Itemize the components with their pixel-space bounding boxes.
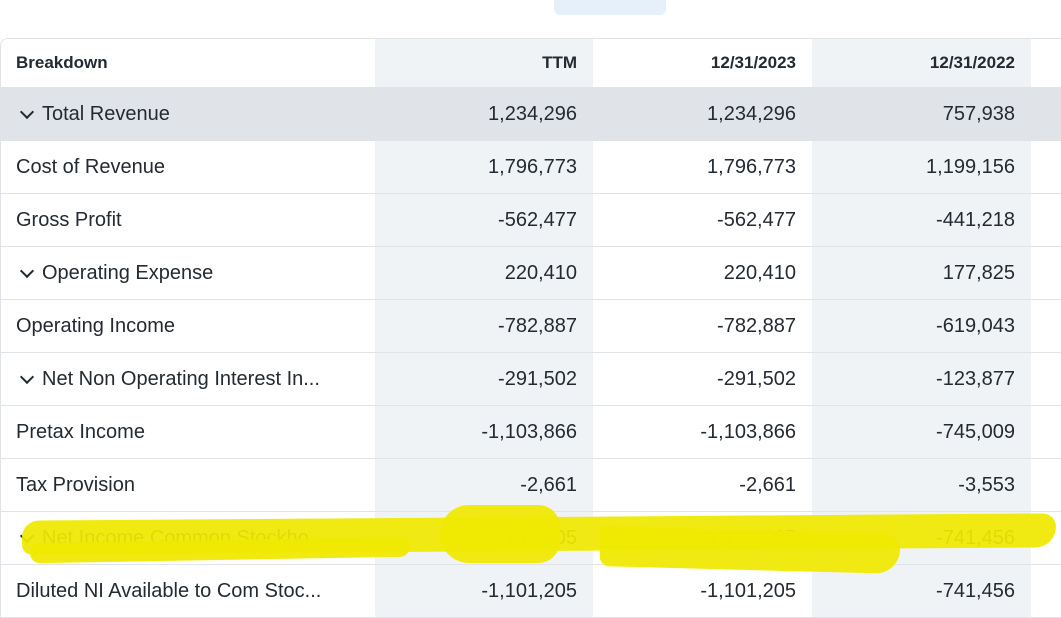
value-cell-ttm: -1,103,866 <box>375 405 593 459</box>
row-label: Tax Provision <box>16 473 135 496</box>
row-spacer-cell <box>1031 87 1061 141</box>
row-spacer-cell <box>1031 193 1061 247</box>
row-label: Operating Income <box>16 314 175 337</box>
value-cell-2023: -291,502 <box>593 352 812 406</box>
row-spacer-cell <box>1031 564 1061 618</box>
value-cell-2023: -2,661 <box>593 458 812 512</box>
row-label: Diluted NI Available to Com Stoc... <box>16 579 322 602</box>
row-label: Pretax Income <box>16 420 145 443</box>
value-cell-2023: 1,234,296 <box>593 87 812 141</box>
value-cell-ttm: 1,234,296 <box>375 87 593 141</box>
value-cell-2022: -741,456 <box>812 511 1031 565</box>
value-cell-2022: -741,456 <box>812 564 1031 618</box>
chevron-down-icon[interactable] <box>19 369 35 384</box>
table-row: Cost of Revenue 1,796,773 1,796,773 1,199,1… <box>1 140 1061 194</box>
row-spacer-cell <box>1031 352 1061 406</box>
value-cell-ttm: -2,661 <box>375 458 593 512</box>
row-label: Net Income Common Stockho... <box>42 526 326 549</box>
table-row[interactable]: Net Income Common Stockho... -1,101,205 -1… <box>1 511 1061 565</box>
value-cell-ttm: 1,796,773 <box>375 140 593 194</box>
row-spacer-cell <box>1031 511 1061 565</box>
value-cell-2023: -1,101,205 <box>593 511 812 565</box>
chevron-down-icon[interactable] <box>19 104 35 119</box>
column-header-2023: 12/31/2023 <box>593 39 812 88</box>
row-label-cell[interactable]: Total Revenue <box>1 87 375 141</box>
income-statement-table: Breakdown TTM 12/31/2023 12/31/2022 Tota… <box>1 39 1061 618</box>
value-cell-2022: -441,218 <box>812 193 1031 247</box>
value-cell-2023: 1,796,773 <box>593 140 812 194</box>
table-row: Gross Profit -562,477 -562,477 -441,218 <box>1 193 1061 247</box>
value-cell-2022: -123,877 <box>812 352 1031 406</box>
column-header-breakdown: Breakdown <box>1 39 375 88</box>
row-label: Total Revenue <box>42 102 170 125</box>
value-cell-2022: 757,938 <box>812 87 1031 141</box>
top-toolbar <box>0 0 1061 38</box>
value-cell-2022: -745,009 <box>812 405 1031 459</box>
column-header-ttm: TTM <box>375 39 593 88</box>
value-cell-ttm: 220,410 <box>375 246 593 300</box>
table-row: Pretax Income -1,103,866 -1,103,866 -745,00… <box>1 405 1061 459</box>
row-label-cell: Tax Provision <box>1 458 375 512</box>
chevron-down-icon[interactable] <box>19 263 35 278</box>
value-cell-ttm: -1,101,205 <box>375 511 593 565</box>
row-spacer-cell <box>1031 140 1061 194</box>
row-label-cell: Cost of Revenue <box>1 140 375 194</box>
value-cell-ttm: -1,101,205 <box>375 564 593 618</box>
row-label-cell[interactable]: Net Non Operating Interest In... <box>1 352 375 406</box>
value-cell-2023: -1,101,205 <box>593 564 812 618</box>
table-row: Tax Provision -2,661 -2,661 -3,553 <box>1 458 1061 512</box>
value-cell-2022: 1,199,156 <box>812 140 1031 194</box>
value-cell-2022: 177,825 <box>812 246 1031 300</box>
value-cell-2023: -1,103,866 <box>593 405 812 459</box>
value-cell-2022: -619,043 <box>812 299 1031 353</box>
table-row[interactable]: Total Revenue 1,234,296 1,234,296 757,938 <box>1 87 1061 141</box>
row-label-cell[interactable]: Net Income Common Stockho... <box>1 511 375 565</box>
value-cell-ttm: -562,477 <box>375 193 593 247</box>
row-label-cell: Operating Income <box>1 299 375 353</box>
chevron-down-icon[interactable] <box>19 528 35 543</box>
value-cell-2023: -782,887 <box>593 299 812 353</box>
row-label: Gross Profit <box>16 208 122 231</box>
value-cell-ttm: -782,887 <box>375 299 593 353</box>
value-cell-2023: -562,477 <box>593 193 812 247</box>
view-toggle-button[interactable] <box>554 0 666 15</box>
row-label: Operating Expense <box>42 261 214 284</box>
row-label: Cost of Revenue <box>16 155 165 178</box>
column-header-extra <box>1031 39 1061 88</box>
row-spacer-cell <box>1031 299 1061 353</box>
row-spacer-cell <box>1031 405 1061 459</box>
value-cell-2022: -3,553 <box>812 458 1031 512</box>
row-label: Net Non Operating Interest In... <box>42 367 320 390</box>
table-header-row: Breakdown TTM 12/31/2023 12/31/2022 <box>1 39 1061 88</box>
financials-table-container: Breakdown TTM 12/31/2023 12/31/2022 Tota… <box>0 38 1061 618</box>
value-cell-ttm: -291,502 <box>375 352 593 406</box>
table-row: Diluted NI Available to Com Stoc... -1,10… <box>1 564 1061 618</box>
row-label-cell[interactable]: Operating Expense <box>1 246 375 300</box>
column-header-2022: 12/31/2022 <box>812 39 1031 88</box>
row-spacer-cell <box>1031 458 1061 512</box>
table-row[interactable]: Operating Expense 220,410 220,410 177,825 <box>1 246 1061 300</box>
table-row: Operating Income -782,887 -782,887 -619,043 <box>1 299 1061 353</box>
table-row[interactable]: Net Non Operating Interest In... -291,502… <box>1 352 1061 406</box>
row-spacer-cell <box>1031 246 1061 300</box>
row-label-cell: Diluted NI Available to Com Stoc... <box>1 564 375 618</box>
value-cell-2023: 220,410 <box>593 246 812 300</box>
row-label-cell: Pretax Income <box>1 405 375 459</box>
row-label-cell: Gross Profit <box>1 193 375 247</box>
